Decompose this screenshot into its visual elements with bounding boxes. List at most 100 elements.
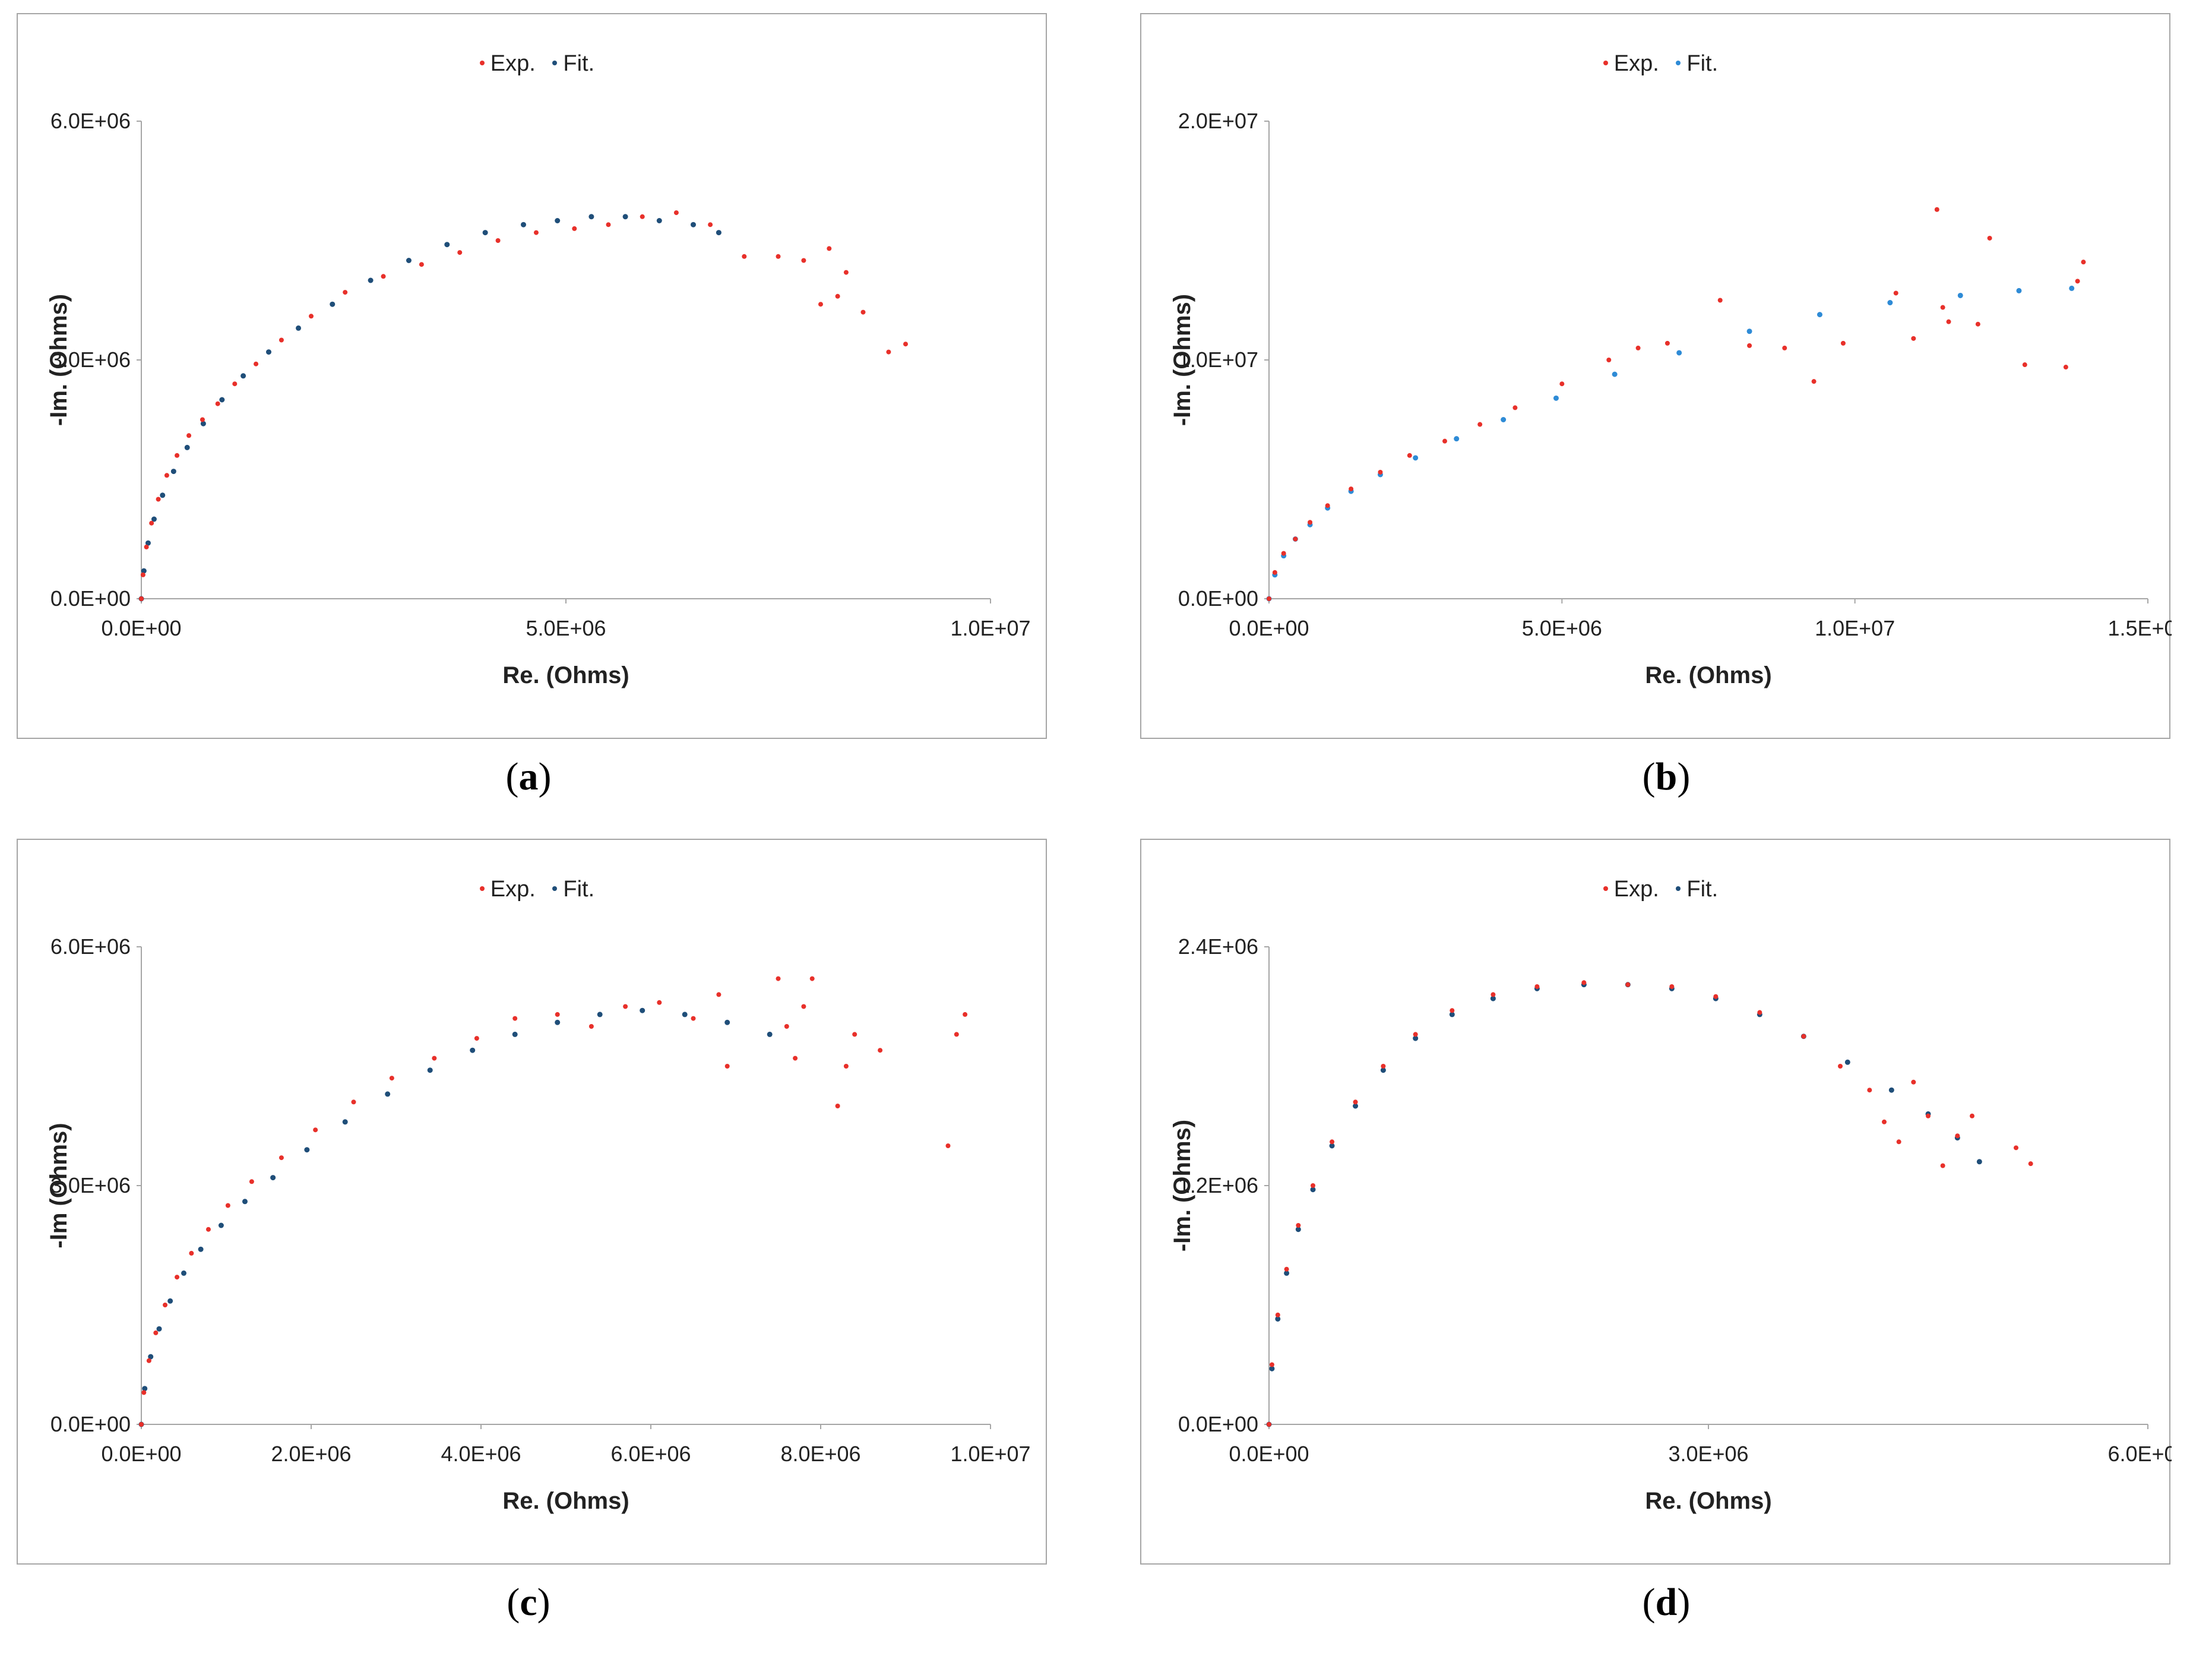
exp-point [175,453,180,458]
fit-point [1269,1366,1275,1372]
exp-point [1940,305,1945,310]
fit-point [304,1147,310,1153]
exp-point [1378,469,1383,475]
fit-point [151,516,157,522]
fit-point [406,258,412,263]
exp-point [512,1016,518,1021]
exp-point [1284,1266,1289,1272]
exp-point [1882,1119,1887,1124]
exp-point [1308,520,1313,525]
exp-point [793,1056,798,1061]
fit-point [555,218,561,223]
exp-point [1625,982,1631,987]
fit-point [521,222,526,227]
legend-exp-label: Exp. [490,877,536,902]
exp-point [623,1004,628,1009]
fit-point [368,277,374,283]
fit-point [296,325,302,331]
x-tick-label: 0.0E+00 [1229,1442,1309,1466]
x-tick-label: 0.0E+00 [101,616,181,640]
fit-point [219,397,225,403]
exp-point [457,250,463,255]
fit-point [218,1222,224,1228]
exp-point [1669,984,1675,989]
exp-point [205,1227,211,1232]
exp-point [1717,298,1723,303]
exp-point [801,258,806,263]
exp-point [381,274,386,279]
exp-point [1381,1064,1386,1069]
exp-point [555,1012,560,1017]
exp-point [843,270,849,275]
exp-point [954,1032,959,1037]
y-tick-label: 0.0E+00 [50,1412,131,1436]
fit-point [270,1175,276,1181]
exp-point [1811,379,1817,384]
fit-series [1266,982,1982,1427]
exp-point [153,1330,159,1335]
exp-point [1267,596,1271,601]
exp-series [139,976,968,1427]
exp-point [1293,536,1298,542]
y-axis-label: -Im (Ohms) [46,1123,72,1248]
exp-point [1635,345,1641,350]
fit-point [1353,1103,1359,1109]
exp-point [572,226,577,231]
exp-point [254,361,259,366]
exp-point [1267,1422,1271,1427]
exp-point [1269,1362,1274,1367]
caption-b-letter: b [1655,755,1678,798]
exp-point [2081,260,2086,265]
exp-point [716,992,721,997]
fit-point [198,1246,204,1252]
exp-point [860,309,866,315]
fit-point [767,1031,773,1037]
exp-point [1893,290,1898,296]
fit-point [1887,300,1893,306]
chart-panel-d: Exp. Fit. 0.0E+00 3.0E+06 6.0E+06 0.0E+00 1.… [1140,839,2172,1565]
fit-point [622,214,628,220]
exp-point [1325,503,1330,508]
fit-point [444,242,450,248]
exp-point [141,1390,147,1395]
caption-c-letter: c [520,1581,537,1624]
exp-point [146,1358,151,1363]
fit-point [1413,455,1419,461]
fit-point [1676,350,1682,356]
exp-point [673,210,679,216]
exp-point [878,1048,883,1053]
y-tick-label: 6.0E+06 [50,109,131,133]
exp-point [1491,992,1496,997]
caption-d: (d) [1642,1581,1691,1624]
exp-point [215,401,220,406]
fit-point [1295,1227,1301,1233]
legend-fit-marker [552,60,558,65]
exp-point [1664,340,1670,346]
legend-fit-label: Fit. [563,51,595,76]
exp-point [279,1155,284,1161]
fit-point [555,1019,561,1025]
exp-point [691,1016,696,1021]
exp-point [852,1032,857,1037]
exp-point [606,222,611,227]
exp-point [1559,381,1565,387]
x-tick-label: 1.0E+07 [950,616,1030,640]
x-tick-label: 1.5E+07 [2107,616,2172,640]
fit-point [597,1012,603,1017]
exp-point [186,433,192,438]
exp-point [1512,405,1518,410]
y-tick-label: 3.0E+06 [50,347,131,372]
caption-d-letter: d [1655,1581,1678,1624]
exp-point [533,230,539,235]
fit-point [716,230,721,236]
exp-point [1940,1163,1945,1168]
exp-point [1413,1032,1418,1037]
exp-point [1840,340,1846,346]
exp-point [1747,343,1752,348]
exp-point [313,1127,318,1133]
plot-area-c: 0.0E+00 2.0E+06 4.0E+06 6.0E+06 8.0E+06 1.0E+… [46,934,1031,1514]
fit-point [640,1007,645,1013]
y-tick-label: 1.0E+07 [1178,347,1258,372]
exp-point [139,1422,144,1427]
legend-exp-marker [1603,886,1608,891]
